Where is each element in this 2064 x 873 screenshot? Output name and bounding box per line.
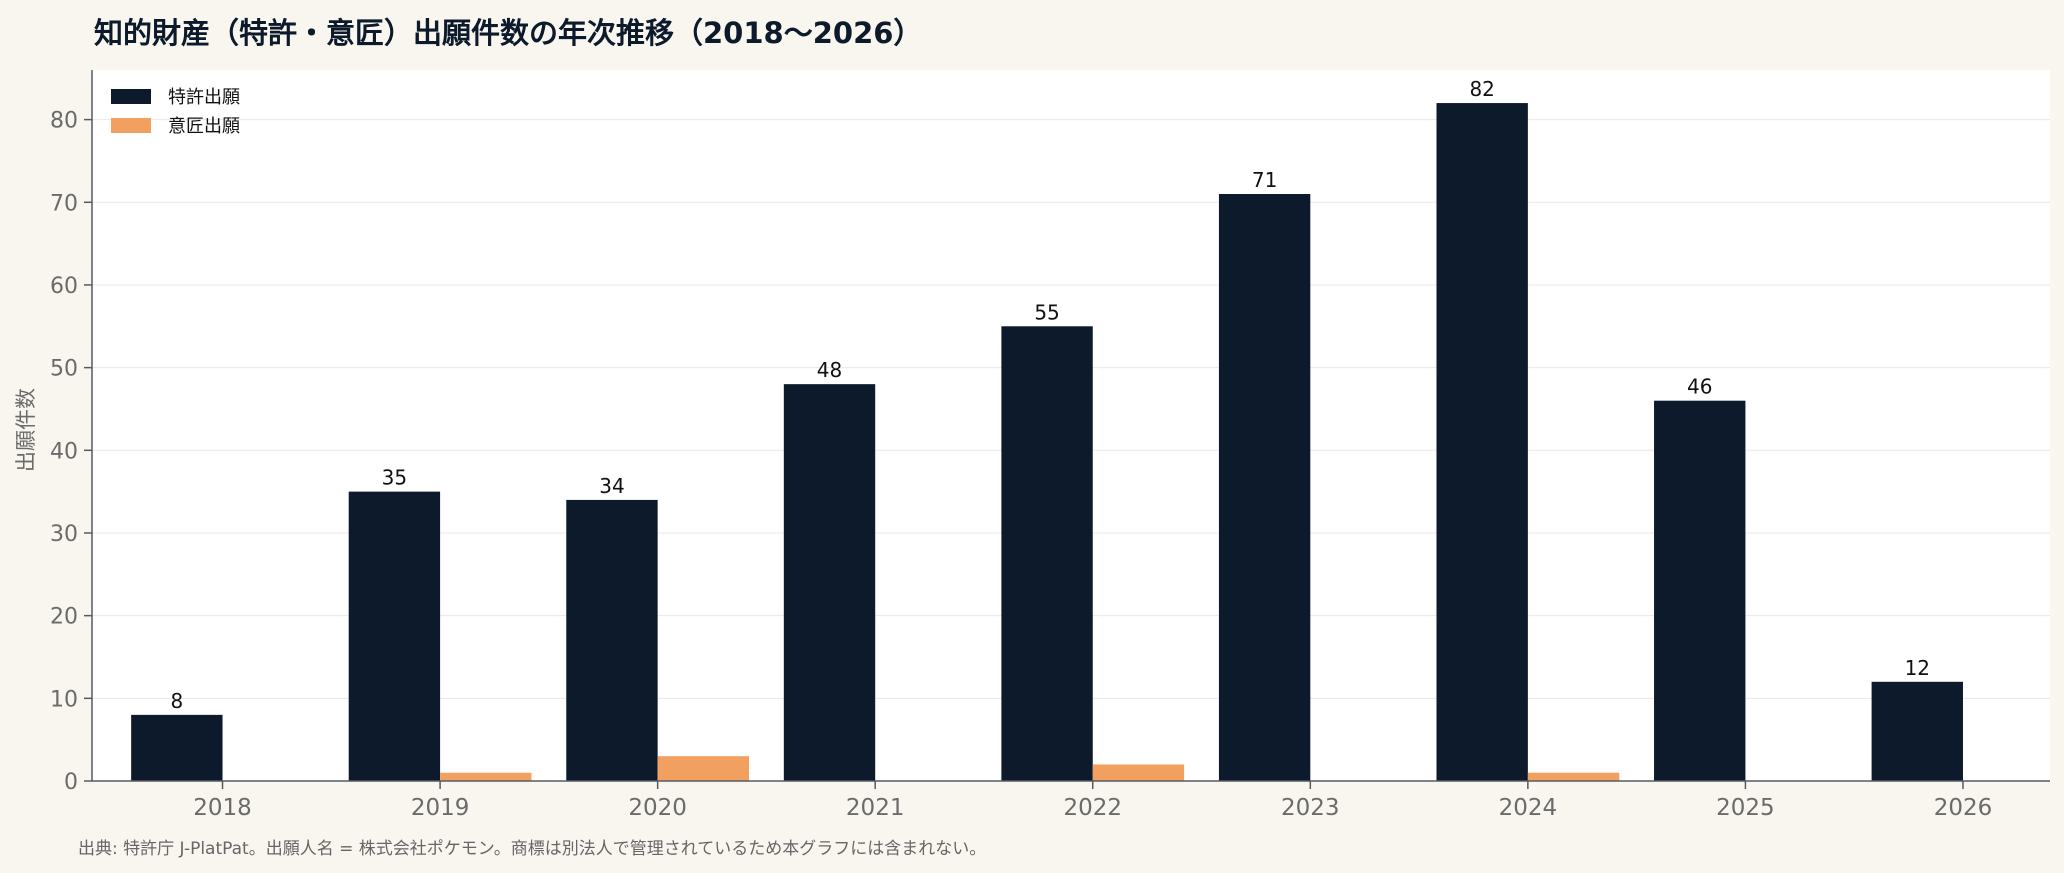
bar-value-label: 34 xyxy=(599,474,624,498)
x-tick-labels: 2018 2019 2020 2021 2022 2023 2024 2025 2026 xyxy=(193,795,1992,821)
x-tick-label: 2024 xyxy=(1499,795,1558,821)
y-tick-label: 0 xyxy=(64,770,78,795)
x-tick-label: 2020 xyxy=(628,795,687,821)
y-tick-label: 10 xyxy=(50,687,78,712)
bar-value-label: 71 xyxy=(1252,168,1277,192)
bar-value-label: 48 xyxy=(817,358,842,382)
legend-swatch-patent xyxy=(111,89,151,104)
legend-swatch-design xyxy=(111,118,151,133)
bar-value-label: 55 xyxy=(1034,300,1059,324)
bar-value-label: 8 xyxy=(170,689,183,713)
bar-value-label: 82 xyxy=(1469,77,1494,101)
legend-label-patent: 特許出願 xyxy=(168,87,240,108)
y-tick-label: 70 xyxy=(50,191,78,216)
bar-patent-2022 xyxy=(1001,326,1093,781)
y-tick-label: 40 xyxy=(50,439,78,464)
y-tick-label: 30 xyxy=(50,522,78,547)
x-tick-label: 2019 xyxy=(411,795,470,821)
bar-value-labels: 8 35 34 48 55 71 82 46 12 xyxy=(170,77,1930,713)
y-tick-label: 60 xyxy=(50,274,78,299)
axes xyxy=(84,70,2050,789)
bar-design-2022 xyxy=(1092,764,1185,781)
y-tick-labels: 0 10 20 30 40 50 60 70 80 xyxy=(50,109,78,795)
bar-patent-2020 xyxy=(566,499,658,781)
legend: 特許出願 意匠出願 xyxy=(111,87,240,137)
bar-value-label: 35 xyxy=(382,466,407,490)
bar-design-2020 xyxy=(657,756,750,781)
x-tick-label: 2025 xyxy=(1716,795,1775,821)
y-tick-label: 80 xyxy=(50,109,78,134)
x-tick-label: 2018 xyxy=(193,795,252,821)
y-axis-label: 出願件数 xyxy=(14,388,38,472)
bar-design-2024 xyxy=(1527,772,1620,781)
bar-value-label: 12 xyxy=(1905,656,1930,680)
x-tick-label: 2026 xyxy=(1934,795,1993,821)
bar-patent-2026 xyxy=(1871,681,1963,781)
chart-title: 知的財産（特許・意匠）出願件数の年次推移（2018〜2026） xyxy=(94,16,923,50)
x-tick-label: 2022 xyxy=(1063,795,1122,821)
bar-patent-2019 xyxy=(348,491,441,781)
y-tick-label: 20 xyxy=(50,605,78,630)
bar-value-label: 46 xyxy=(1687,375,1712,399)
bar-patent-2025 xyxy=(1654,400,1746,781)
bar-design-2019 xyxy=(440,772,532,781)
bars xyxy=(131,103,1963,782)
bar-patent-2023 xyxy=(1218,194,1311,782)
x-tick-label: 2023 xyxy=(1281,795,1340,821)
x-tick-label: 2021 xyxy=(846,795,905,821)
bar-patent-2024 xyxy=(1436,103,1528,782)
source-note: 出典: 特許庁 J-PlatPat。出願人名 = 株式会社ポケモン。商標は別法人… xyxy=(78,839,987,859)
bar-patent-2021 xyxy=(783,384,876,781)
y-tick-label: 50 xyxy=(50,357,78,382)
legend-label-design: 意匠出願 xyxy=(168,116,240,137)
bar-patent-2018 xyxy=(131,714,223,781)
